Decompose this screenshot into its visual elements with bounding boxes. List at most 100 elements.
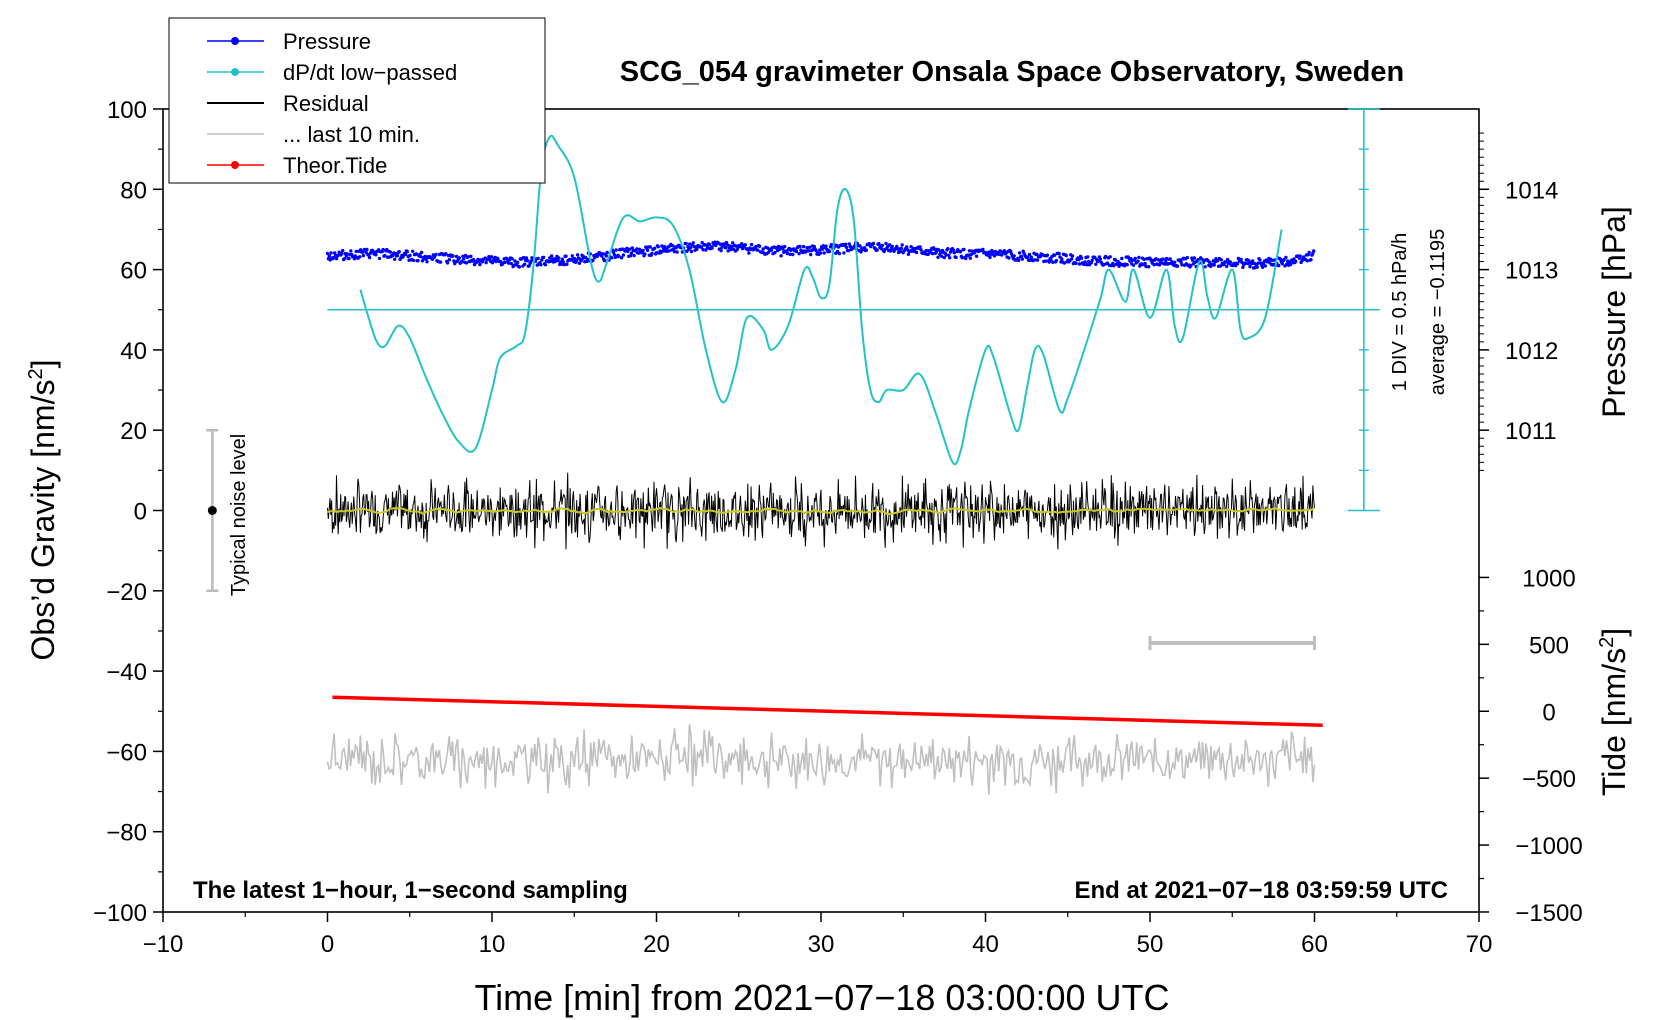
pressure-point bbox=[946, 247, 950, 251]
pressure-point bbox=[705, 246, 710, 250]
pressure-point bbox=[731, 241, 735, 245]
residual-smoothed bbox=[327, 506, 1316, 516]
pressure-point bbox=[352, 257, 357, 261]
pressure-point bbox=[1094, 262, 1098, 266]
pressure-point bbox=[641, 248, 645, 253]
pressure-point bbox=[974, 254, 979, 258]
pressure-point bbox=[899, 246, 903, 250]
pressure-point bbox=[1078, 262, 1082, 266]
pressure-point bbox=[525, 259, 530, 263]
x-tick-label: −10 bbox=[143, 931, 184, 958]
pressure-point bbox=[1012, 254, 1016, 258]
pressure-point bbox=[1312, 249, 1316, 253]
x-tick-label: 50 bbox=[1137, 931, 1164, 958]
legend-label: Theor.Tide bbox=[283, 153, 387, 178]
pressure-point bbox=[529, 259, 533, 263]
pressure-point bbox=[469, 254, 473, 258]
pressure-point bbox=[837, 251, 842, 256]
pressure-point bbox=[654, 251, 659, 255]
tide-tick-label: 1000 bbox=[1522, 565, 1575, 592]
pressure-point bbox=[560, 257, 565, 261]
pressure-point bbox=[1203, 265, 1207, 269]
pressure-point bbox=[1166, 262, 1171, 266]
pressure-point bbox=[808, 245, 812, 249]
pressure-point bbox=[494, 259, 498, 264]
pressure-point bbox=[1241, 265, 1245, 269]
tide-tick-label: −500 bbox=[1522, 766, 1576, 793]
pressure-point bbox=[931, 251, 935, 256]
div-label: 1 DIV = 0.5 hPa/h bbox=[1389, 233, 1411, 391]
average-label: average = −0.1195 bbox=[1427, 229, 1449, 395]
tide-tick-label: 500 bbox=[1529, 632, 1569, 659]
pressure-point bbox=[543, 263, 548, 267]
pressure-point bbox=[645, 248, 650, 252]
pressure-point bbox=[341, 248, 345, 253]
pressure-point bbox=[1270, 258, 1275, 262]
pressure-point bbox=[880, 243, 885, 248]
pressure-point bbox=[888, 249, 893, 253]
pressure-point bbox=[824, 244, 828, 248]
pressure-point bbox=[374, 253, 378, 257]
pressure-point bbox=[844, 245, 849, 250]
pressure-point bbox=[425, 260, 429, 264]
pressure-point bbox=[981, 247, 985, 252]
pressure-point bbox=[743, 243, 747, 247]
pressure-point bbox=[756, 248, 760, 252]
pressure-point bbox=[877, 242, 881, 246]
y-tick-label: 0 bbox=[134, 499, 147, 526]
pressure-point bbox=[822, 251, 826, 255]
pressure-point bbox=[489, 255, 494, 259]
legend-label: ... last 10 min. bbox=[283, 122, 420, 147]
pressure-point bbox=[684, 241, 688, 246]
pressure-point bbox=[1112, 264, 1116, 268]
pressure-tick-label: 1011 bbox=[1505, 418, 1557, 445]
pressure-point bbox=[761, 247, 765, 251]
pressure-point bbox=[962, 247, 966, 252]
pressure-point bbox=[358, 255, 362, 259]
pressure-point bbox=[365, 247, 369, 252]
pressure-point bbox=[411, 258, 416, 263]
pressure-point bbox=[1077, 258, 1081, 262]
pressure-point bbox=[1248, 264, 1252, 269]
pressure-point bbox=[846, 248, 851, 253]
pressure-point bbox=[1212, 263, 1216, 267]
y-tick-label: −20 bbox=[106, 579, 147, 606]
pressure-point bbox=[1057, 251, 1061, 256]
pressure-point bbox=[1235, 262, 1240, 266]
pressure-point bbox=[942, 255, 946, 260]
pressure-point bbox=[779, 254, 783, 258]
pressure-point bbox=[934, 250, 938, 254]
pressure-point bbox=[395, 253, 400, 258]
pressure-point bbox=[1102, 262, 1106, 267]
pressure-point bbox=[788, 252, 792, 256]
legend-marker bbox=[231, 161, 239, 169]
pressure-point bbox=[1189, 263, 1193, 268]
pressure-point bbox=[1154, 257, 1158, 261]
pressure-point bbox=[1298, 254, 1302, 258]
pressure-point bbox=[805, 246, 809, 250]
pressure-point bbox=[325, 251, 330, 256]
pressure-point bbox=[948, 256, 952, 260]
pressure-point bbox=[1007, 256, 1011, 260]
pressure-point bbox=[791, 252, 795, 257]
pressure-point bbox=[675, 250, 679, 254]
pressure-point bbox=[561, 260, 565, 264]
pressure-point bbox=[1263, 264, 1268, 268]
legend-label: dP/dt low−passed bbox=[283, 60, 457, 85]
pressure-point bbox=[661, 249, 665, 253]
pressure-point bbox=[397, 249, 401, 254]
pressure-point bbox=[444, 252, 448, 256]
pressure-point bbox=[1192, 256, 1197, 260]
pressure-point bbox=[1017, 258, 1021, 262]
pressure-point bbox=[818, 248, 822, 252]
dpdt-scale bbox=[327, 108, 1380, 512]
pressure-point bbox=[932, 247, 937, 251]
x-tick-label: 20 bbox=[643, 931, 670, 958]
pressure-point bbox=[604, 254, 608, 258]
pressure-point bbox=[875, 248, 879, 252]
pressure-point bbox=[1152, 263, 1156, 267]
pressure-point bbox=[464, 261, 469, 265]
pressure-tick-label: 1012 bbox=[1505, 338, 1558, 365]
pressure-point bbox=[367, 255, 372, 260]
pressure-point bbox=[700, 241, 704, 245]
